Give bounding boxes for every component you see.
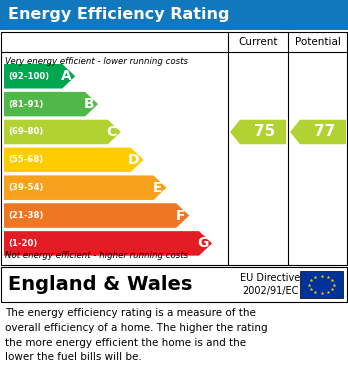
Text: G: G (197, 237, 208, 250)
Polygon shape (4, 203, 189, 228)
Text: (81-91): (81-91) (8, 100, 44, 109)
Bar (1, 32, 347, 265)
Polygon shape (4, 120, 121, 144)
Text: England & Wales: England & Wales (8, 275, 192, 294)
Polygon shape (290, 120, 346, 144)
Text: The energy efficiency rating is a measure of the
overall efficiency of a home. T: The energy efficiency rating is a measur… (5, 308, 268, 362)
Polygon shape (4, 147, 144, 172)
Text: C: C (107, 125, 117, 139)
Text: (21-38): (21-38) (8, 211, 44, 220)
Bar (0, 0, 348, 30)
Text: (55-68): (55-68) (8, 155, 43, 164)
Text: (1-20): (1-20) (8, 239, 37, 248)
Text: A: A (61, 69, 71, 83)
Text: 77: 77 (314, 124, 335, 140)
Text: Not energy efficient - higher running costs: Not energy efficient - higher running co… (5, 251, 188, 260)
Polygon shape (4, 92, 98, 117)
Polygon shape (4, 64, 75, 88)
Text: (69-80): (69-80) (8, 127, 43, 136)
Text: (92-100): (92-100) (8, 72, 49, 81)
Polygon shape (4, 176, 166, 200)
Bar (300, 271, 343, 298)
Text: 75: 75 (254, 124, 276, 140)
Text: B: B (84, 97, 94, 111)
Bar (1, 267, 347, 302)
Text: EU Directive
2002/91/EC: EU Directive 2002/91/EC (240, 273, 300, 296)
Text: Very energy efficient - lower running costs: Very energy efficient - lower running co… (5, 57, 188, 66)
Text: (39-54): (39-54) (8, 183, 44, 192)
Text: E: E (153, 181, 163, 195)
Text: Current: Current (238, 37, 278, 47)
Text: Energy Efficiency Rating: Energy Efficiency Rating (8, 7, 229, 23)
Polygon shape (230, 120, 286, 144)
Polygon shape (4, 231, 212, 256)
Text: F: F (176, 208, 185, 222)
Text: Potential: Potential (295, 37, 341, 47)
Text: D: D (128, 153, 140, 167)
